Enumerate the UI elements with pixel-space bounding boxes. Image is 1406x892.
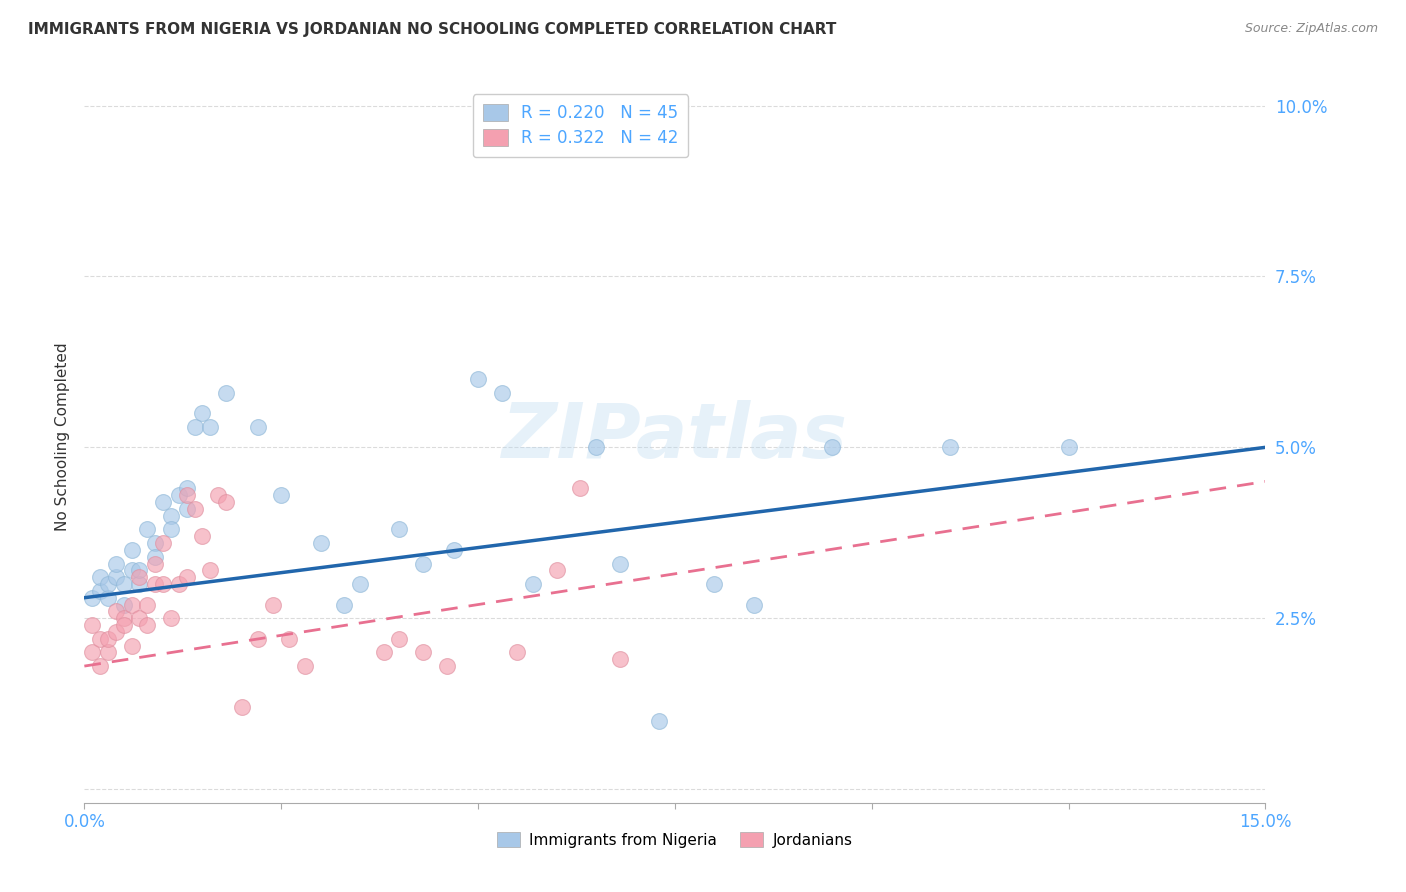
Point xyxy=(939,440,962,454)
Point xyxy=(121,639,143,653)
Point xyxy=(89,583,111,598)
Point xyxy=(349,577,371,591)
Point xyxy=(191,406,214,420)
Point xyxy=(436,659,458,673)
Point xyxy=(215,495,238,509)
Point xyxy=(121,563,143,577)
Point xyxy=(388,632,411,646)
Point xyxy=(200,420,222,434)
Point xyxy=(176,481,198,495)
Point xyxy=(569,481,592,495)
Point xyxy=(112,577,135,591)
Legend: Immigrants from Nigeria, Jordanians: Immigrants from Nigeria, Jordanians xyxy=(491,825,859,854)
Point xyxy=(136,618,159,632)
Point xyxy=(1057,440,1080,454)
Point xyxy=(183,420,205,434)
Point xyxy=(270,488,292,502)
Point xyxy=(128,563,150,577)
Point xyxy=(160,508,183,523)
Point xyxy=(609,652,631,666)
Point xyxy=(97,591,120,605)
Point xyxy=(609,557,631,571)
Point xyxy=(412,557,434,571)
Point xyxy=(231,700,253,714)
Point xyxy=(207,488,229,502)
Point xyxy=(136,522,159,536)
Point xyxy=(160,611,183,625)
Point xyxy=(742,598,765,612)
Point xyxy=(89,570,111,584)
Point xyxy=(522,577,544,591)
Point xyxy=(82,591,104,605)
Point xyxy=(373,645,395,659)
Point xyxy=(167,488,190,502)
Point xyxy=(136,598,159,612)
Point xyxy=(467,372,489,386)
Point xyxy=(104,570,127,584)
Point xyxy=(821,440,844,454)
Point xyxy=(585,440,607,454)
Point xyxy=(143,536,166,550)
Point xyxy=(89,659,111,673)
Point xyxy=(112,618,135,632)
Point xyxy=(443,542,465,557)
Point xyxy=(97,632,120,646)
Point xyxy=(246,632,269,646)
Point xyxy=(112,598,135,612)
Point xyxy=(491,385,513,400)
Point xyxy=(128,570,150,584)
Point xyxy=(703,577,725,591)
Point xyxy=(648,714,671,728)
Point xyxy=(152,577,174,591)
Point xyxy=(128,611,150,625)
Point xyxy=(176,501,198,516)
Point xyxy=(89,632,111,646)
Y-axis label: No Schooling Completed: No Schooling Completed xyxy=(55,343,70,532)
Point xyxy=(412,645,434,659)
Point xyxy=(152,495,174,509)
Point xyxy=(333,598,356,612)
Point xyxy=(104,604,127,618)
Point xyxy=(82,645,104,659)
Point xyxy=(200,563,222,577)
Point xyxy=(143,577,166,591)
Point xyxy=(176,488,198,502)
Point xyxy=(309,536,332,550)
Point xyxy=(104,624,127,639)
Point xyxy=(128,577,150,591)
Text: ZIPatlas: ZIPatlas xyxy=(502,401,848,474)
Point xyxy=(546,563,568,577)
Text: IMMIGRANTS FROM NIGERIA VS JORDANIAN NO SCHOOLING COMPLETED CORRELATION CHART: IMMIGRANTS FROM NIGERIA VS JORDANIAN NO … xyxy=(28,22,837,37)
Point xyxy=(191,529,214,543)
Point xyxy=(97,645,120,659)
Point xyxy=(262,598,284,612)
Point xyxy=(121,598,143,612)
Point xyxy=(176,570,198,584)
Point xyxy=(97,577,120,591)
Point xyxy=(121,542,143,557)
Point xyxy=(294,659,316,673)
Point xyxy=(215,385,238,400)
Text: Source: ZipAtlas.com: Source: ZipAtlas.com xyxy=(1244,22,1378,36)
Point xyxy=(82,618,104,632)
Point xyxy=(112,611,135,625)
Point xyxy=(104,557,127,571)
Point xyxy=(388,522,411,536)
Point xyxy=(278,632,301,646)
Point xyxy=(152,536,174,550)
Point xyxy=(183,501,205,516)
Point xyxy=(143,557,166,571)
Point xyxy=(167,577,190,591)
Point xyxy=(506,645,529,659)
Point xyxy=(143,549,166,564)
Point xyxy=(160,522,183,536)
Point xyxy=(246,420,269,434)
